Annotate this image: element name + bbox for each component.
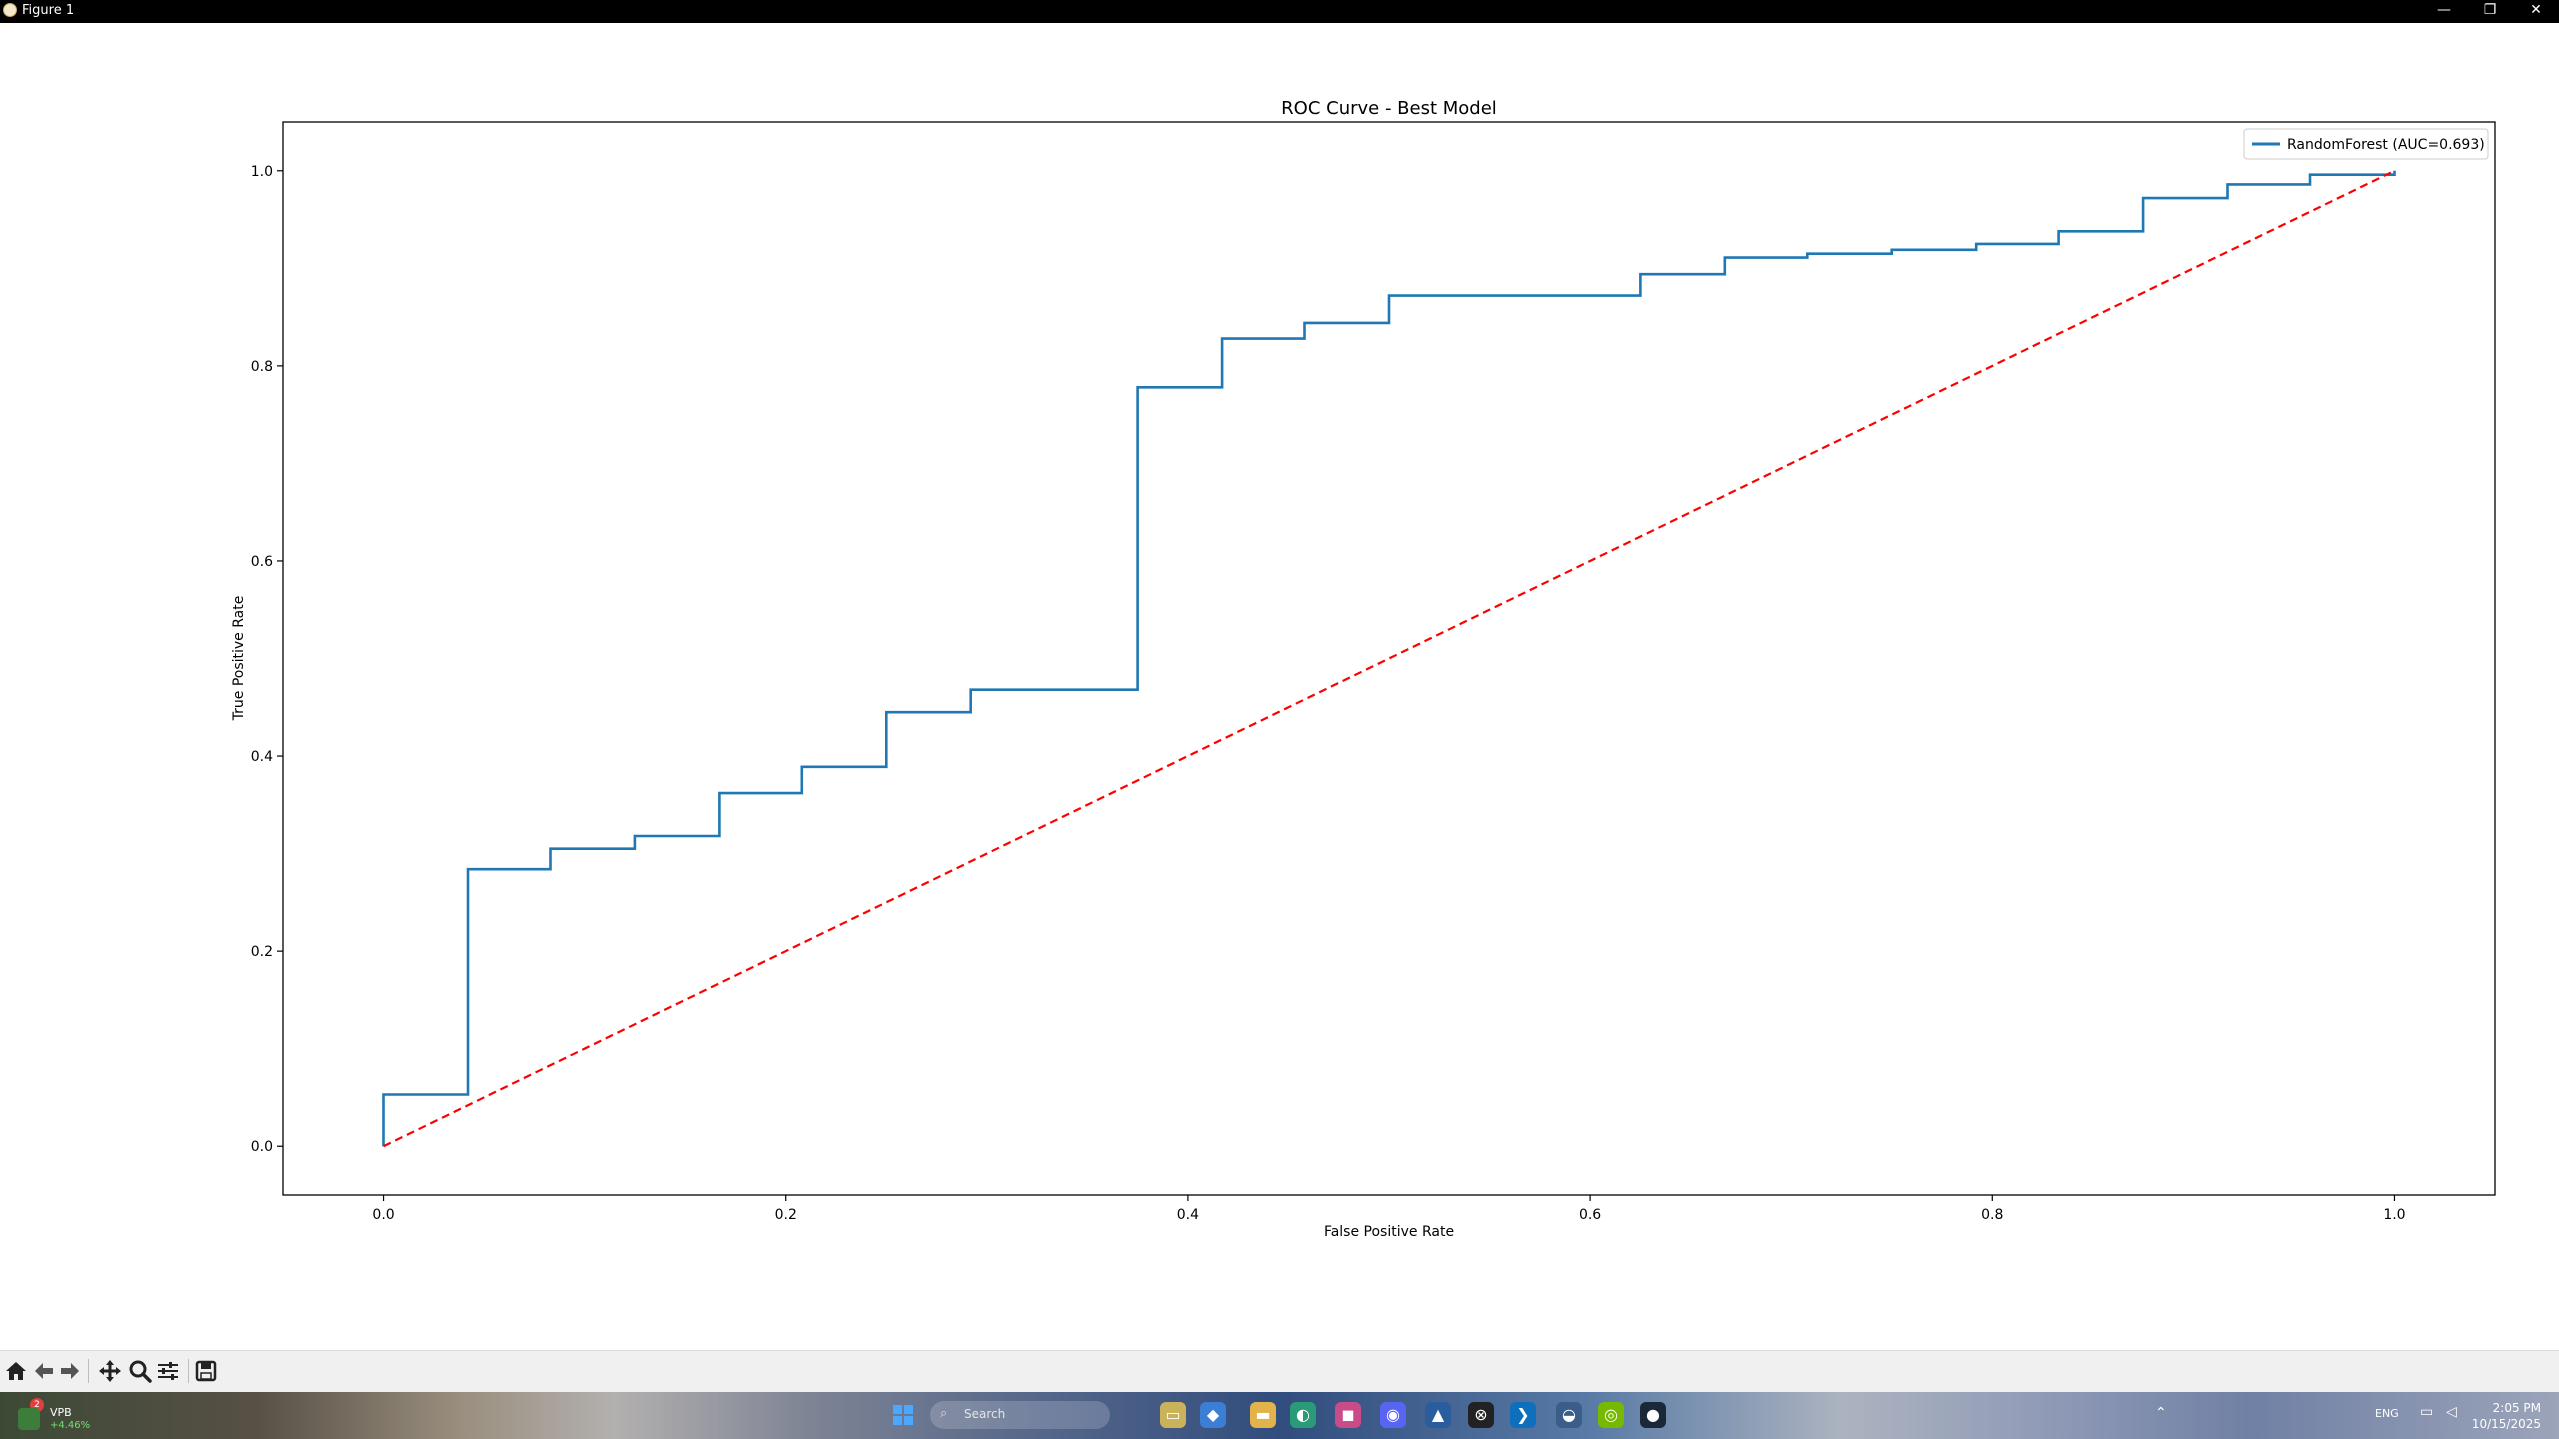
legend-label-randomforest: RandomForest (AUC=0.693) xyxy=(2287,137,2485,153)
window-title: Figure 1 xyxy=(22,3,75,18)
stock-widget-label: VPB xyxy=(50,1406,72,1419)
x-tick-label: 0.2 xyxy=(775,1207,797,1223)
x-axis-ticks: 0.0 0.2 0.4 0.6 0.8 1.0 xyxy=(372,1195,2406,1223)
store-icon[interactable]: ◼ xyxy=(1335,1402,1361,1428)
nvidia-icon[interactable]: ◎ xyxy=(1598,1402,1624,1428)
photos-icon[interactable]: ▲ xyxy=(1425,1402,1451,1428)
y-tick-label: 0.8 xyxy=(251,359,273,375)
vscode-icon[interactable]: ❯ xyxy=(1510,1402,1536,1428)
xbox-icon[interactable]: ⊗ xyxy=(1468,1402,1494,1428)
file-explorer-icon[interactable]: ▭ xyxy=(1160,1402,1186,1428)
folder-icon[interactable]: ▬ xyxy=(1250,1402,1276,1428)
save-icon[interactable] xyxy=(192,1357,220,1385)
clock-time: 2:05 PM xyxy=(2492,1401,2541,1415)
x-tick-label: 0.8 xyxy=(1981,1207,2003,1223)
y-axis-label: True Positive Rate xyxy=(231,596,247,722)
series-line-random-baseline xyxy=(383,169,2395,1148)
configure-subplots-icon[interactable] xyxy=(154,1357,182,1385)
edge-browser-icon[interactable]: ◐ xyxy=(1290,1402,1316,1428)
stock-widget-icon xyxy=(18,1408,40,1430)
search-icon: ⌕ xyxy=(940,1406,948,1421)
y-tick-label: 0.2 xyxy=(251,944,273,960)
y-tick-label: 0.4 xyxy=(251,749,273,765)
taskbar: 2 VPB +4.46% ⌕ Search ▭ ◆ ▬ ◐ ◼ ◉ ▲ ⊗ ❯ … xyxy=(0,1392,2559,1439)
close-button[interactable]: ✕ xyxy=(2530,2,2542,18)
window-titlebar: Figure 1 — ❐ ✕ xyxy=(0,0,2559,23)
home-icon[interactable] xyxy=(2,1357,30,1385)
back-icon[interactable] xyxy=(30,1357,58,1385)
python-icon[interactable]: ◒ xyxy=(1556,1402,1582,1428)
network-icon[interactable]: ▭ xyxy=(2420,1404,2434,1420)
legend-box xyxy=(2243,128,2489,160)
search-placeholder: Search xyxy=(964,1407,1006,1421)
figure-canvas[interactable]: ROC Curve - Best Model 0.0 0.2 0.4 0.6 0.8 1.… xyxy=(0,23,2559,1350)
y-axis-ticks: 0.0 0.2 0.4 0.6 0.8 1.0 xyxy=(251,164,283,1155)
matplotlib-app-icon xyxy=(3,3,17,17)
x-axis-label: False Positive Rate xyxy=(1324,1224,1454,1240)
toolbar-separator xyxy=(188,1359,189,1383)
legend: RandomForest (AUC=0.693) xyxy=(2243,128,2489,160)
forward-icon[interactable] xyxy=(56,1357,84,1385)
x-tick-label: 1.0 xyxy=(2383,1207,2405,1223)
toolbar-separator xyxy=(88,1359,89,1383)
maximize-button[interactable]: ❐ xyxy=(2483,2,2497,18)
figure-background xyxy=(0,23,2559,1350)
y-tick-label: 0.6 xyxy=(251,554,273,570)
system-clock[interactable]: 2:05 PM 10/15/2025 xyxy=(2472,1400,2541,1432)
clock-date: 10/15/2025 xyxy=(2471,1417,2541,1431)
y-tick-label: 1.0 xyxy=(251,164,273,180)
series-line-randomforest xyxy=(382,170,2396,1147)
chart-title: ROC Curve - Best Model xyxy=(1281,98,1497,119)
stock-widget-change: +4.46% xyxy=(50,1420,91,1431)
x-tick-label: 0.4 xyxy=(1177,1207,1199,1223)
navigation-toolbar xyxy=(0,1350,2559,1393)
axes-frame xyxy=(282,121,2496,1196)
chevron-up-icon[interactable]: ⌃ xyxy=(2155,1405,2167,1421)
x-tick-label: 0.6 xyxy=(1579,1207,1601,1223)
y-tick-label: 0.0 xyxy=(251,1139,273,1155)
x-tick-label: 0.0 xyxy=(372,1207,394,1223)
discord-icon[interactable]: ◉ xyxy=(1380,1402,1406,1428)
language-indicator[interactable]: ENG xyxy=(2375,1407,2399,1420)
windows-start-icon[interactable] xyxy=(890,1402,916,1428)
app-icon[interactable]: ◆ xyxy=(1200,1402,1226,1428)
pan-icon[interactable] xyxy=(96,1357,124,1385)
minimize-button[interactable]: — xyxy=(2437,2,2451,18)
steam-icon[interactable]: ● xyxy=(1640,1402,1666,1428)
taskbar-search[interactable]: ⌕ Search xyxy=(930,1401,1110,1429)
zoom-icon[interactable] xyxy=(126,1357,154,1385)
volume-icon[interactable]: ◁ xyxy=(2446,1404,2457,1420)
plot-area xyxy=(382,169,2396,1148)
